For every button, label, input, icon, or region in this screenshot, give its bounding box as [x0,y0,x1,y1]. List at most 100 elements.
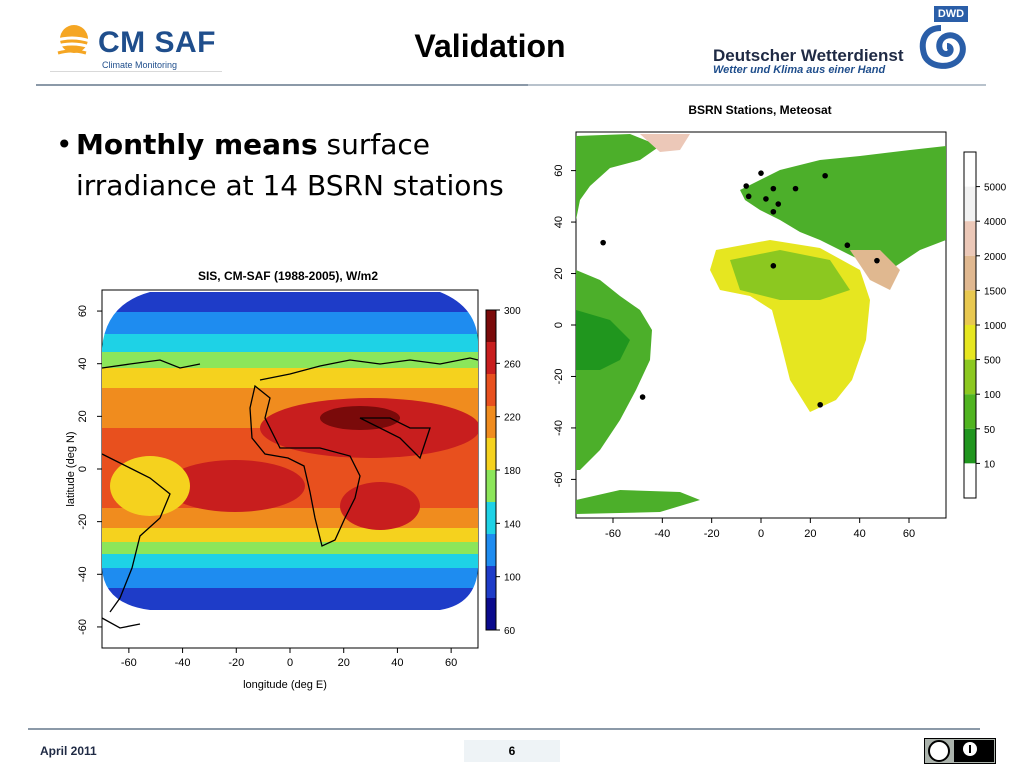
bsrn-ytick-label: -20 [553,369,565,385]
bsrn-colorbar-swatch [964,463,976,498]
bsrn-colorbar-label: 10 [984,459,996,470]
bsrn-colorbar-swatch [964,152,976,187]
creative-commons-by-icon [924,738,996,764]
sis-colorbar-label: 300 [504,306,521,317]
sis-map-chart: SIS, CM-SAF (1988-2005), W/m2 [65,269,521,691]
bsrn-colorbar-label: 4000 [984,217,1007,228]
bsrn-station-point [874,257,880,264]
sis-x-axis: -60 -40 -20 0 20 40 60 [121,648,457,669]
footer-date: April 2011 [40,744,97,758]
dwd-name: Deutscher Wetterdienst [713,46,904,65]
sis-colorbar-swatch [486,598,496,630]
sis-colorbar-swatch [486,406,496,438]
sis-xtick-label: 40 [391,657,403,669]
sis-colorbar-swatch [486,566,496,598]
bsrn-xtick-label: 60 [903,528,915,540]
bsrn-station-point [743,183,749,189]
sis-ylabel: latitude (deg N) [65,431,77,506]
bsrn-colorbar-swatch [964,359,976,395]
sun-logo-icon [53,25,91,55]
sis-colorbar-label: 60 [504,626,516,637]
bsrn-station-point [770,263,777,269]
bsrn-colorbar-label: 50 [984,425,996,436]
bsrn-station-point [600,239,606,246]
bsrn-ytick-label: 20 [553,267,565,279]
sis-xlabel: longitude (deg E) [243,679,327,691]
bsrn-chart-title: BSRN Stations, Meteosat [688,103,831,117]
slide-title: Validation [414,28,566,64]
sis-colorbar-label: 140 [504,519,521,530]
sis-xtick-label: 60 [445,657,457,669]
bsrn-ytick-label: -60 [553,471,565,487]
bsrn-colorbar-swatch [964,290,976,325]
bsrn-station-point [758,170,764,176]
sis-colorbar-label: 100 [504,573,521,584]
sis-ytick-label: -60 [77,619,89,635]
sis-ytick-label: 40 [77,358,89,370]
bsrn-station-point [745,193,752,200]
bullet-text: Monthly means surface irradiance at 14 B… [76,124,526,206]
bsrn-x-axis: -60 -40 -20 0 20 40 60 [605,518,915,540]
bsrn-ytick-label: 0 [553,322,565,328]
bsrn-station-point [763,196,769,202]
bsrn-xtick-label: -40 [654,528,670,540]
sis-ytick-label: 60 [77,305,89,317]
header-rule-dark [36,84,528,86]
page-number-box [464,740,560,762]
sis-colorbar-swatch [486,438,496,470]
page-number: 6 [508,744,516,758]
bsrn-colorbar-label: 1000 [984,321,1007,332]
bsrn-station-point [770,208,777,215]
logo-underline [50,71,222,72]
sis-xtick-label: -20 [228,657,244,669]
bsrn-xtick-label: 0 [758,528,764,540]
dwd-slogan: Wetter und Klima aus einer Hand [713,64,886,76]
sis-colorbar-swatch [486,310,496,342]
footer-rule [28,728,980,730]
sis-colorbar-swatch [486,342,496,374]
bsrn-colorbar-label: 5000 [984,183,1007,194]
sis-xtick-label: 0 [287,657,293,669]
bsrn-y-axis: 60 40 20 0 -20 -40 -60 [553,164,576,487]
bsrn-station-markers [600,170,880,408]
bsrn-ytick-label: 40 [553,216,565,228]
bsrn-colorbar-swatch [964,221,976,256]
bsrn-colorbar-label: 500 [984,356,1001,367]
sis-colorbar-label: 260 [504,359,521,370]
sis-colorbar-swatch [486,534,496,566]
bsrn-colorbar: 5000 4000 2000 1500 1000 500 100 50 10 [963,151,1007,499]
sis-colorbar-label: 180 [504,466,521,477]
bsrn-xtick-label: 40 [854,528,866,540]
bsrn-station-point [792,185,799,192]
bsrn-station-point [817,401,823,408]
sis-xtick-label: 20 [338,657,350,669]
bsrn-colorbar-swatch [964,325,976,360]
sis-coastlines [101,357,479,629]
sis-colorbar-label: 220 [504,413,521,424]
sis-ytick-label: -20 [77,514,89,530]
sis-figure: SIS, CM-SAF (1988-2005), W/m2 [60,268,540,698]
bsrn-colorbar-label: 100 [984,390,1001,401]
sis-colorbar-swatch [486,502,496,534]
bsrn-colorbar-label: 1500 [984,286,1007,297]
bsrn-map-chart: BSRN Stations, Meteosat -60 -40 -20 0 20 40 60… [553,103,1007,540]
sis-y-axis: 60 40 20 0 -20 -40 -60 [77,305,102,635]
bsrn-terrain-land [576,134,946,514]
bsrn-station-point [770,185,777,192]
bsrn-xtick-label: -20 [704,528,720,540]
bsrn-station-point [822,172,828,179]
bullet-bold-text: Monthly means [76,128,318,161]
cmsaf-logo-subtitle: Climate Monitoring [102,60,178,70]
cmsaf-logo: CM SAF Climate Monitoring [50,18,222,72]
sis-colorbar: 300 260 220 180 140 100 60 [485,306,521,637]
dwd-swirl-logo-icon [919,25,966,69]
sis-ytick-label: 20 [77,410,89,422]
bullet-rest-text: surface irradiance at 14 BSRN stations [76,128,504,202]
bsrn-station-point [775,201,782,207]
bsrn-station-point [844,242,851,249]
bsrn-xtick-label: -60 [605,528,621,540]
sis-xtick-label: -60 [121,657,137,669]
bsrn-colorbar-swatch [964,428,976,464]
bsrn-colorbar-swatch [964,394,976,429]
bsrn-ytick-label: 60 [553,164,565,176]
